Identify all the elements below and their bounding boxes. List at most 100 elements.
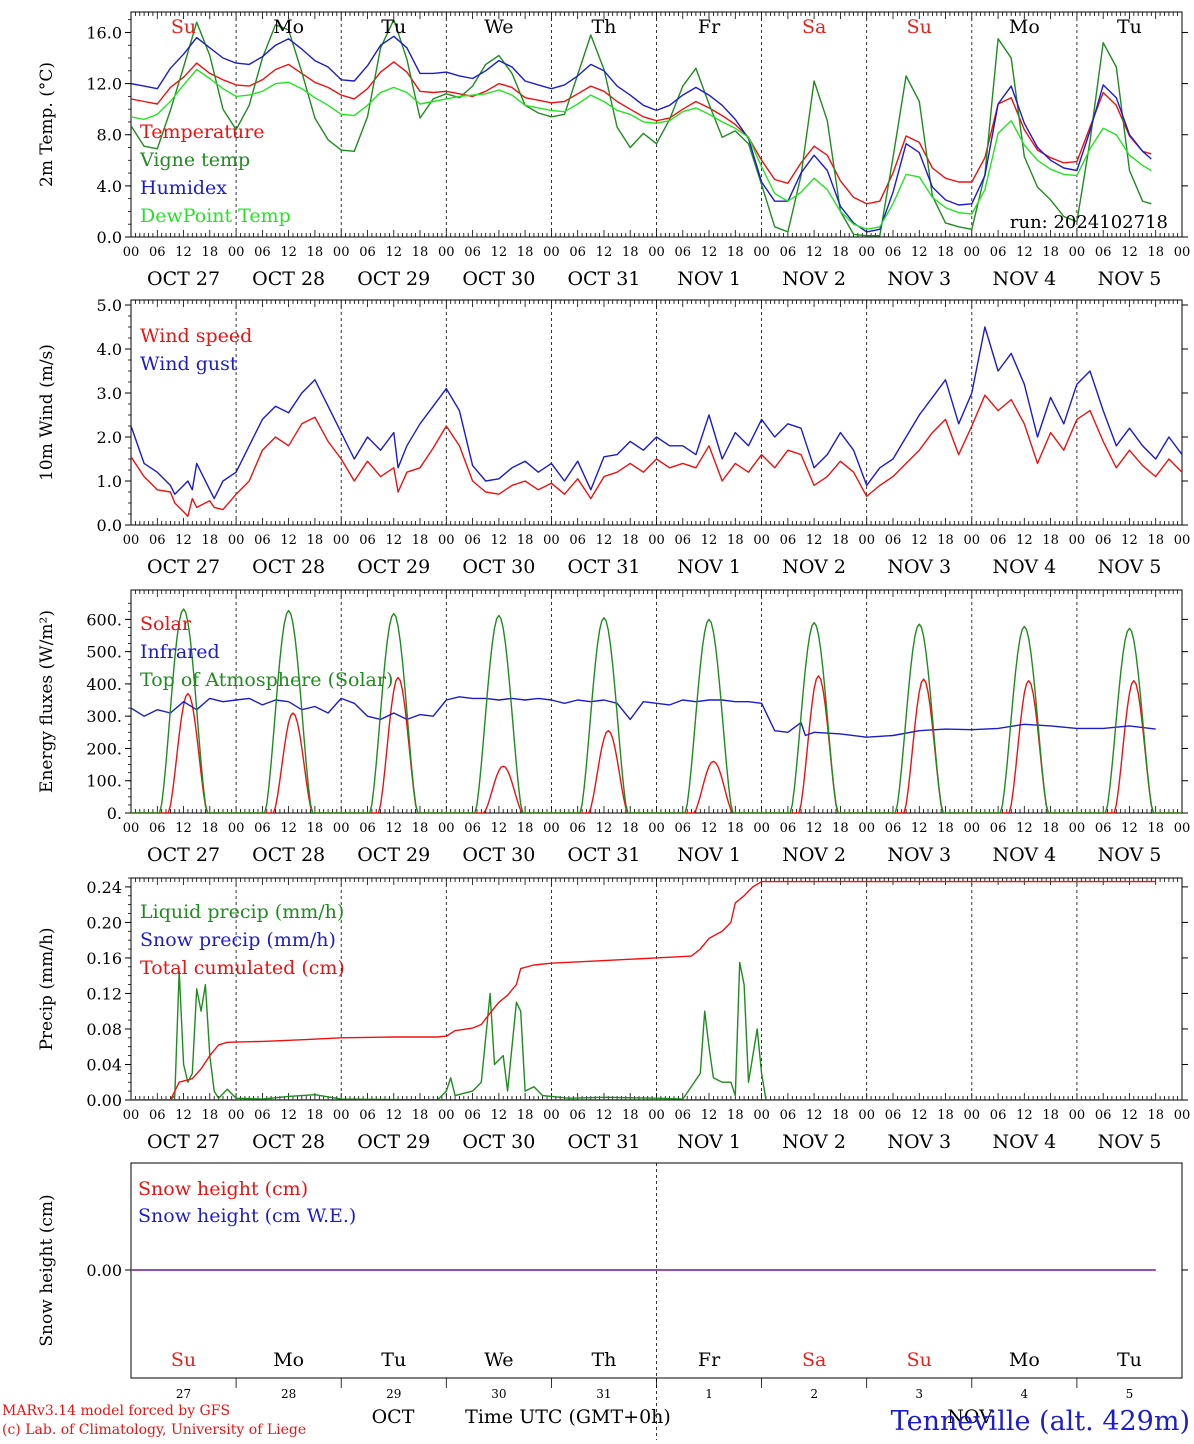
hour-tick-label: 00 (753, 533, 770, 548)
hour-tick-label: 00 (753, 245, 770, 260)
hour-tick-label: 18 (832, 533, 849, 548)
weekday-label-bottom: Sa (802, 1349, 826, 1371)
hour-tick-label: 18 (412, 821, 429, 836)
hour-tick-label: 12 (1121, 533, 1138, 548)
series-line-dewpoint-temp (131, 68, 1152, 230)
y-tick-label: 5.0 (97, 296, 122, 315)
y-tick-label: 600. (86, 610, 122, 629)
date-label: OCT 28 (252, 1131, 325, 1153)
hour-tick-label: 12 (175, 245, 192, 260)
hour-tick-label: 18 (1042, 821, 1059, 836)
hour-tick-label: 12 (491, 821, 508, 836)
hour-tick-label: 06 (885, 533, 902, 548)
hour-tick-label: 00 (858, 1108, 875, 1123)
hour-tick-label: 06 (464, 533, 481, 548)
hour-tick-label: 00 (123, 245, 140, 260)
hour-tick-label: 18 (517, 821, 534, 836)
y-tick-label: 100. (86, 772, 122, 791)
hour-tick-label: 06 (780, 533, 797, 548)
y-tick-label: 2.0 (97, 428, 122, 447)
date-label: OCT 31 (567, 1131, 640, 1153)
hour-tick-label: 18 (307, 821, 324, 836)
hour-tick-label: 12 (701, 821, 718, 836)
legend-entry: Temperature (140, 121, 264, 143)
date-label: NOV 4 (992, 268, 1056, 290)
hour-tick-label: 00 (1069, 245, 1086, 260)
weekday-label-bottom: Su (907, 1349, 932, 1371)
legend-entry: Humidex (140, 177, 227, 199)
weekday-label-bottom: Tu (381, 1349, 406, 1371)
hour-tick-label: 12 (701, 1108, 718, 1123)
date-label: OCT 30 (462, 556, 535, 578)
date-label: NOV 3 (887, 268, 951, 290)
hour-tick-label: 12 (701, 533, 718, 548)
hour-tick-label: 12 (385, 245, 402, 260)
hour-tick-label: 06 (1095, 1108, 1112, 1123)
date-label: OCT 30 (462, 268, 535, 290)
date-label: OCT 30 (462, 1131, 535, 1153)
hour-tick-label: 06 (990, 245, 1007, 260)
hour-tick-label: 06 (990, 533, 1007, 548)
hour-tick-label: 06 (149, 821, 166, 836)
hour-tick-label: 06 (1095, 533, 1112, 548)
hour-tick-label: 06 (675, 1108, 692, 1123)
hour-tick-label: 00 (753, 821, 770, 836)
legend-entry: Wind gust (140, 353, 238, 375)
hour-tick-label: 00 (858, 821, 875, 836)
hour-tick-label: 00 (438, 533, 455, 548)
series-line-infrared (131, 696, 1156, 738)
hour-tick-label: 12 (385, 821, 402, 836)
hour-tick-label: 18 (1042, 533, 1059, 548)
hour-tick-label: 18 (937, 1108, 954, 1123)
date-label: NOV 4 (992, 1131, 1056, 1153)
time-axis-label: Time UTC (GMT+0h) (465, 1406, 671, 1428)
hour-tick-label: 00 (753, 1108, 770, 1123)
hour-ticks (130, 300, 1183, 525)
hour-ticks (130, 590, 1183, 813)
series-group (131, 326, 1182, 517)
y-axis-label: 2m Temp. (°C) (37, 62, 57, 187)
panel-4 (125, 877, 1188, 1101)
y-tick-label: 0. (107, 804, 122, 823)
hour-tick-label: 12 (806, 533, 823, 548)
y-tick-label: 8.0 (97, 126, 122, 145)
date-label: OCT 31 (567, 268, 640, 290)
hour-tick-label: 00 (543, 821, 560, 836)
legend-entry: DewPoint Temp (140, 205, 291, 227)
hour-tick-label: 18 (412, 245, 429, 260)
hour-tick-label: 00 (438, 245, 455, 260)
hour-tick-label: 00 (438, 821, 455, 836)
date-label: OCT 31 (567, 556, 640, 578)
weekday-label-top: Sa (802, 16, 826, 38)
hour-tick-label: 06 (1095, 245, 1112, 260)
hour-tick-label: 00 (333, 1108, 350, 1123)
hour-tick-label: 12 (1121, 821, 1138, 836)
weekday-label-top: Mo (1009, 16, 1040, 38)
hour-tick-label: 06 (254, 533, 271, 548)
legend-entry: Total cumulated (cm) (140, 957, 345, 979)
hour-tick-label: 00 (964, 1108, 981, 1123)
hour-tick-label: 00 (858, 533, 875, 548)
hour-tick-label: 12 (911, 533, 928, 548)
hour-tick-label: 06 (569, 821, 586, 836)
day-number: 27 (176, 1387, 191, 1401)
hour-tick-label: 00 (648, 245, 665, 260)
hour-tick-label: 12 (596, 1108, 613, 1123)
date-label: OCT 29 (357, 1131, 430, 1153)
hour-tick-label: 12 (911, 1108, 928, 1123)
date-label: OCT 31 (567, 844, 640, 866)
hour-tick-label: 00 (858, 245, 875, 260)
hour-tick-label: 00 (964, 533, 981, 548)
hour-tick-label: 06 (464, 245, 481, 260)
hour-tick-label: 00 (333, 533, 350, 548)
weekday-label-bottom: Su (171, 1349, 196, 1371)
date-label: OCT 28 (252, 556, 325, 578)
hour-tick-label: 12 (596, 245, 613, 260)
hour-tick-label: 00 (228, 245, 245, 260)
hour-tick-label: 06 (149, 245, 166, 260)
date-label: OCT 27 (147, 268, 220, 290)
panel-3 (125, 589, 1188, 814)
hour-tick-label: 18 (622, 533, 639, 548)
hour-tick-label: 00 (123, 1108, 140, 1123)
